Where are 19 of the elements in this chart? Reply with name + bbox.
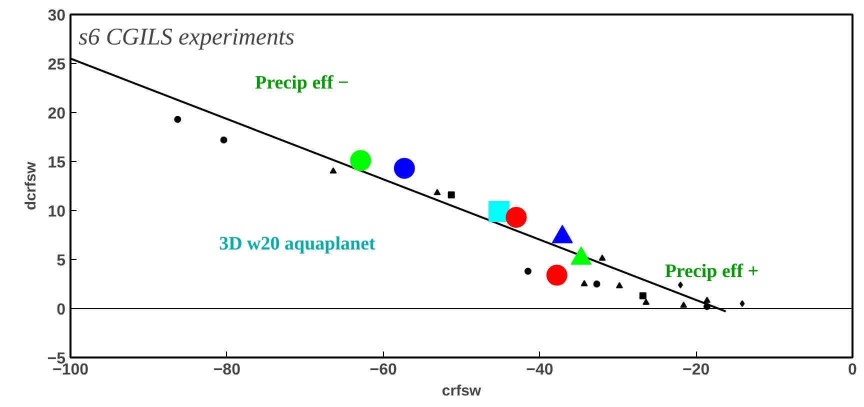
x-tick-label: 0 (848, 362, 858, 378)
y-tick-label: 15 (48, 154, 66, 172)
y-tick-label: 25 (48, 56, 66, 74)
x-tick-label: −80 (213, 362, 241, 378)
annotation: Precip eff + (664, 261, 759, 282)
y-tick-label: 0 (56, 302, 66, 318)
chart-title: s6 CGILS experiments (78, 24, 294, 50)
annotation: Precip eff − (255, 72, 349, 94)
x-tick-label: −60 (370, 362, 397, 378)
y-axis-title: dcrfsw (22, 161, 40, 210)
y-tick-label: 10 (48, 204, 66, 220)
y-tick-label: 5 (56, 252, 66, 270)
x-tick-label: −40 (526, 362, 554, 378)
x-tick-label: −20 (682, 362, 710, 378)
x-tick-label: −100 (52, 362, 89, 378)
annotation: 3D w20 aquaplanet (219, 234, 376, 255)
x-axis-title: crfsw (442, 382, 482, 400)
y-tick-label: 20 (48, 106, 66, 122)
y-tick-label: 30 (48, 8, 66, 24)
